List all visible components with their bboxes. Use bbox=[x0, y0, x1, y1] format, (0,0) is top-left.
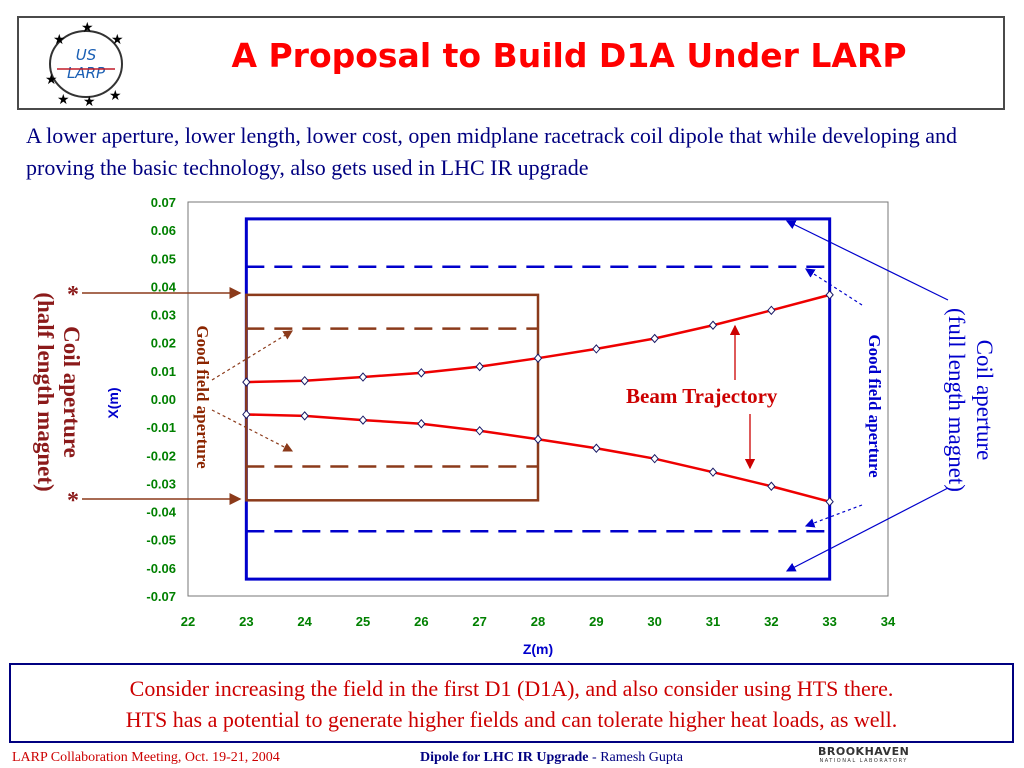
trajectory-point bbox=[708, 320, 718, 331]
trajectory-point bbox=[300, 375, 309, 386]
trajectory-point bbox=[358, 415, 368, 425]
x-tick-label: 28 bbox=[531, 614, 545, 629]
footer-author: - Ramesh Gupta bbox=[588, 750, 684, 765]
intro-text: A lower aperture, lower length, lower co… bbox=[26, 123, 958, 180]
right-coil-arrow-bottom bbox=[785, 487, 949, 572]
trajectory-point bbox=[650, 453, 659, 464]
x-tick-label: 30 bbox=[647, 614, 661, 629]
y-tick-label: 0.03 bbox=[151, 308, 176, 323]
footer-title-bold: Dipole for LHC IR Upgrade bbox=[420, 750, 589, 765]
trajectory-point bbox=[533, 434, 543, 445]
y-tick-label: 0.00 bbox=[151, 392, 176, 407]
trajectory-point bbox=[242, 409, 251, 420]
trajectory-point bbox=[825, 496, 834, 507]
star-icon: ★ bbox=[53, 33, 66, 48]
x-tick-label: 22 bbox=[181, 614, 195, 629]
x-tick-label: 33 bbox=[822, 614, 836, 629]
left-good-field-label: Good field aperture bbox=[193, 325, 212, 469]
x-tick-label: 23 bbox=[239, 614, 253, 629]
y-tick-label: 0.02 bbox=[151, 336, 176, 351]
y-tick-label: -0.03 bbox=[146, 476, 176, 491]
y-tick-label: -0.05 bbox=[146, 533, 176, 548]
y-tick-label: 0.04 bbox=[151, 279, 177, 294]
right-coil-aperture-label: Coil aperture (full length magnet) bbox=[942, 308, 998, 492]
star-icon: ★ bbox=[111, 33, 124, 48]
y-tick-label: -0.04 bbox=[146, 505, 176, 520]
y-axis-label: X(m) bbox=[105, 387, 121, 418]
trajectory-point bbox=[592, 443, 601, 454]
star-icon: ★ bbox=[57, 93, 70, 106]
star-icon: ★ bbox=[81, 22, 94, 36]
x-tick-label: 29 bbox=[589, 614, 603, 629]
right-good-field-label: Good field aperture bbox=[865, 334, 884, 478]
trajectory-point bbox=[475, 426, 484, 436]
star-bottom: * bbox=[67, 488, 79, 514]
x-tick-label: 32 bbox=[764, 614, 778, 629]
left-coil-aperture-label: Coil aperture (half length magnet) bbox=[32, 292, 84, 491]
x-tick-label: 24 bbox=[297, 614, 312, 629]
x-axis-label: Z(m) bbox=[523, 641, 553, 657]
footer-title: Dipole for LHC IR Upgrade - Ramesh Gupta bbox=[420, 750, 683, 766]
trajectory-point bbox=[708, 467, 718, 477]
trajectory-point bbox=[825, 290, 834, 300]
trajectory-point bbox=[650, 333, 659, 344]
trajectory-series bbox=[242, 290, 834, 507]
y-tick-label: 0.01 bbox=[151, 364, 176, 379]
x-tick-label: 27 bbox=[472, 614, 486, 629]
right-gfa-arrow-bottom bbox=[804, 504, 863, 528]
trajectory-point bbox=[300, 411, 309, 421]
y-tick-label: 0.07 bbox=[151, 195, 176, 210]
footer-meeting: LARP Collaboration Meeting, Oct. 19-21, … bbox=[12, 750, 280, 765]
trajectory-point bbox=[475, 361, 484, 372]
trajectory-point bbox=[242, 377, 251, 387]
trajectory-point bbox=[358, 372, 368, 382]
right-coil-arrow-top bbox=[785, 220, 949, 301]
brookhaven-logo: BROOKHAVEN NATIONAL LABORATORY bbox=[818, 745, 909, 764]
y-tick-label: 0.06 bbox=[151, 223, 176, 238]
title-box: US LARP ★ ★ ★ ★ ★ ★ ★ A Proposal to Buil… bbox=[17, 16, 1005, 110]
half-coil-aperture-box bbox=[245, 293, 540, 502]
tick-labels: 22 23 24 25 26 27 28 29 30 31 32 33 34 0.07 0.06 0.05 0.… bbox=[146, 195, 896, 629]
conclusion-line1: Consider increasing the field in the fir… bbox=[129, 676, 894, 701]
left-coil-line1: Coil aperture bbox=[59, 326, 84, 458]
star-icon: ★ bbox=[109, 89, 122, 104]
conclusion-line2: HTS has a potential to generate higher f… bbox=[125, 707, 898, 732]
right-gfa-arrow-top bbox=[804, 268, 863, 306]
right-coil-line2: (full length magnet) bbox=[944, 308, 969, 492]
brookhaven-text: BROOKHAVEN bbox=[818, 745, 910, 758]
right-coil-line1: Coil aperture bbox=[972, 339, 997, 461]
x-tick-label: 25 bbox=[356, 614, 370, 629]
trajectory-point bbox=[417, 368, 426, 378]
trajectory-point bbox=[767, 481, 776, 492]
x-tick-label: 34 bbox=[881, 614, 896, 629]
x-tick-label: 31 bbox=[706, 614, 720, 629]
y-tick-label: -0.07 bbox=[146, 589, 176, 604]
trajectory-point bbox=[417, 419, 426, 429]
y-tick-label: -0.02 bbox=[146, 448, 176, 463]
brookhaven-sub: NATIONAL LABORATORY bbox=[819, 758, 908, 764]
star-top: * bbox=[67, 282, 79, 308]
y-tick-label: 0.05 bbox=[151, 251, 176, 266]
beam-trajectory-label: Beam Trajectory bbox=[626, 384, 778, 408]
left-coil-line2: (half length magnet) bbox=[33, 292, 58, 492]
conclusion-box: Consider increasing the field in the fir… bbox=[9, 663, 1014, 743]
y-tick-label: -0.01 bbox=[146, 420, 176, 435]
left-gfa-arrow-bottom bbox=[211, 409, 294, 452]
logo-text-us: US bbox=[76, 46, 97, 64]
us-larp-logo: US LARP ★ ★ ★ ★ ★ ★ ★ bbox=[45, 22, 124, 106]
left-gfa-arrow-top bbox=[211, 330, 294, 381]
star-icon: ★ bbox=[45, 73, 58, 88]
y-tick-label: -0.06 bbox=[146, 561, 176, 576]
trajectory-point bbox=[767, 305, 776, 316]
trajectory-point bbox=[533, 353, 543, 363]
page-title: A Proposal to Build D1A Under LARP bbox=[231, 36, 907, 75]
trajectory-point bbox=[592, 344, 601, 354]
x-tick-label: 26 bbox=[414, 614, 428, 629]
aperture-shapes bbox=[244, 217, 832, 581]
star-icon: ★ bbox=[83, 95, 96, 106]
